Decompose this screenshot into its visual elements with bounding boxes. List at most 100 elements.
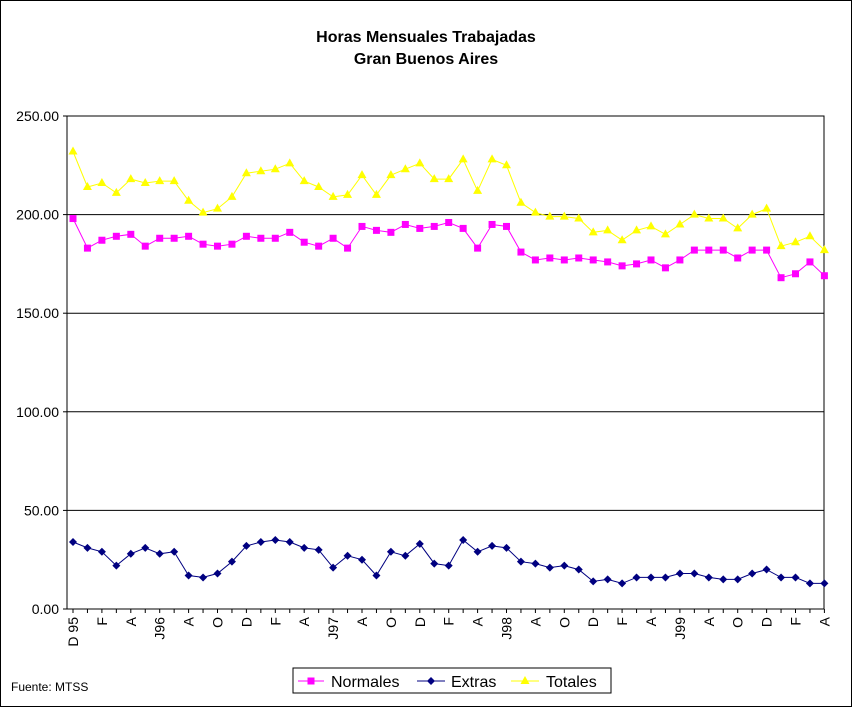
data-point <box>689 209 699 218</box>
data-point <box>286 228 294 236</box>
data-point <box>733 575 742 584</box>
data-point <box>545 563 554 572</box>
data-point <box>257 234 265 242</box>
data-point <box>806 258 814 266</box>
data-point <box>589 256 597 264</box>
data-point <box>300 238 308 246</box>
legend: Normales Extras Totales <box>292 667 612 694</box>
data-point <box>140 178 150 187</box>
y-tick-label: 0.00 <box>32 601 59 617</box>
data-point <box>820 579 829 588</box>
data-point <box>242 541 251 550</box>
data-point <box>646 221 656 230</box>
data-point <box>126 174 136 183</box>
chart-title: Horas Mensuales Trabajadas <box>316 29 536 46</box>
legend-label: Normales <box>331 674 399 691</box>
data-point <box>271 234 279 242</box>
data-point <box>474 244 482 252</box>
data-point <box>169 176 179 185</box>
data-point <box>531 256 539 264</box>
data-point <box>68 146 78 155</box>
x-tick-label: A <box>296 616 312 626</box>
data-point <box>589 577 598 586</box>
data-point <box>748 569 757 578</box>
legend-item-totales: Totales <box>511 674 597 691</box>
data-point <box>112 232 120 240</box>
data-point <box>256 166 266 175</box>
data-point <box>459 224 467 232</box>
x-tick-label: F <box>441 617 457 626</box>
data-point <box>329 563 338 572</box>
data-point <box>805 579 814 588</box>
x-tick-label: A <box>816 616 832 626</box>
data-point <box>111 187 121 196</box>
data-point <box>560 561 569 570</box>
data-point <box>733 223 743 232</box>
data-point <box>661 573 670 582</box>
x-tick-label: D <box>759 617 775 627</box>
data-point <box>632 573 641 582</box>
data-point <box>530 207 540 216</box>
data-point <box>242 232 250 240</box>
data-point <box>559 211 569 220</box>
data-point <box>127 230 135 238</box>
data-point <box>170 547 179 556</box>
data-point <box>618 579 627 588</box>
data-point <box>112 561 121 570</box>
data-point <box>792 270 799 278</box>
legend-label: Extras <box>451 674 496 691</box>
plot-area <box>66 115 825 610</box>
x-tick-label: O <box>383 617 399 628</box>
x-tick-label: J99 <box>672 617 688 640</box>
data-point <box>574 213 584 222</box>
data-point <box>675 219 685 228</box>
data-point <box>256 537 265 546</box>
source-note: Fuente: MTSS <box>11 680 88 694</box>
data-point <box>371 189 381 198</box>
data-point <box>617 235 627 244</box>
data-point <box>401 551 410 560</box>
data-point <box>762 203 772 212</box>
data-point <box>141 242 149 250</box>
legend-label: Totales <box>546 674 597 691</box>
data-point <box>357 170 367 179</box>
data-point <box>358 555 366 564</box>
data-point <box>675 569 684 578</box>
data-point <box>155 176 165 185</box>
data-point <box>763 246 771 254</box>
x-tick-label: F <box>614 617 630 626</box>
data-point <box>184 571 193 580</box>
data-point <box>546 254 554 262</box>
data-point <box>227 557 236 566</box>
data-point <box>227 191 237 200</box>
data-point <box>343 189 353 198</box>
y-axis: 0.00 50.00 100.00 150.00 200.00 250.00 <box>16 108 67 617</box>
data-point <box>214 242 221 250</box>
data-point <box>415 539 424 548</box>
data-point <box>386 170 396 179</box>
data-point <box>488 220 496 228</box>
data-point <box>427 677 435 685</box>
data-point <box>416 224 424 232</box>
data-point <box>747 209 757 218</box>
data-point <box>704 213 714 222</box>
data-point <box>762 565 771 574</box>
data-point <box>718 213 728 222</box>
x-tick-label: J96 <box>152 617 168 640</box>
data-point <box>604 258 612 266</box>
x-tick-label: D <box>585 617 601 627</box>
data-point <box>660 229 670 238</box>
data-point <box>459 535 468 544</box>
data-point <box>575 254 583 262</box>
data-point <box>502 160 511 169</box>
x-tick-label: D 95 <box>65 617 81 647</box>
chart-subtitle: Gran Buenos Aires <box>354 51 498 68</box>
data-point <box>241 168 251 177</box>
legend-item-extras: Extras <box>417 674 496 691</box>
data-point <box>719 246 727 254</box>
x-tick-label: F <box>94 617 110 626</box>
data-point <box>603 225 613 234</box>
data-point <box>343 551 352 560</box>
series-group <box>68 146 829 588</box>
data-point <box>545 211 555 220</box>
